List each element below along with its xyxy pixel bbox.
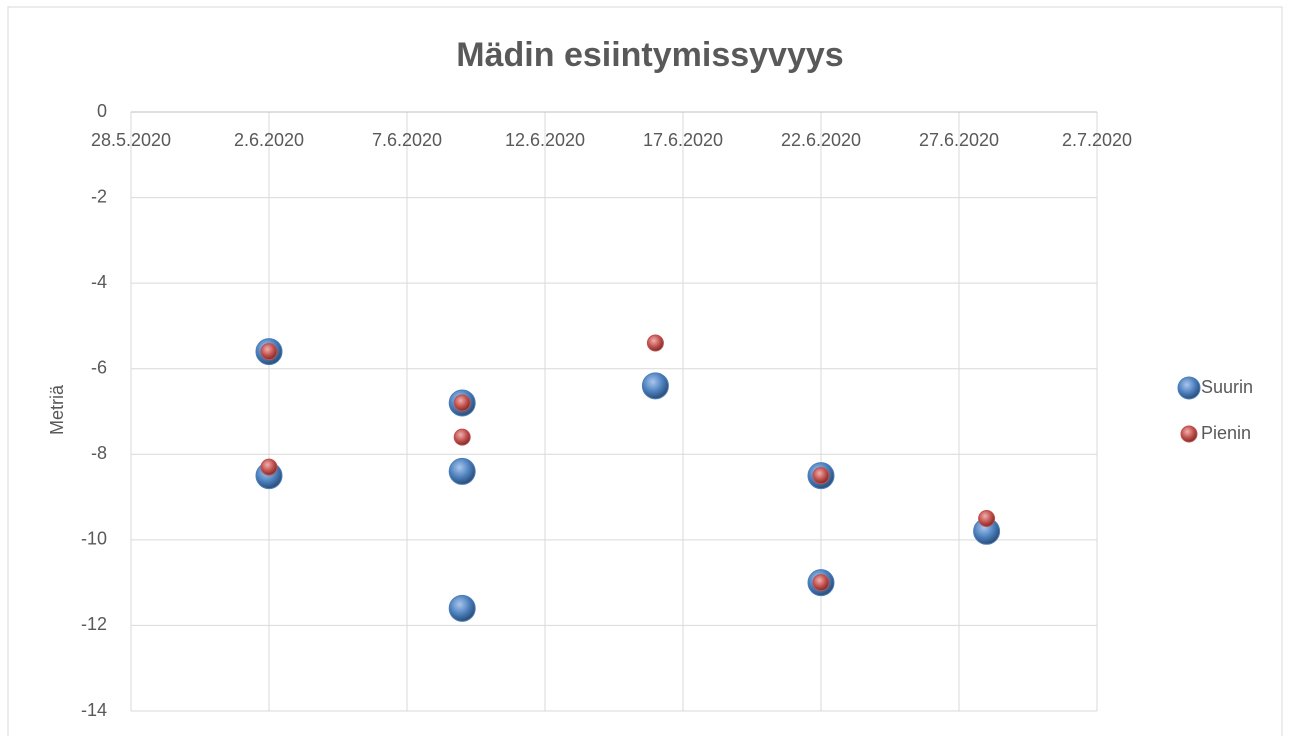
y-tick-label: -2	[91, 186, 107, 206]
x-tick-label: 12.6.2020	[505, 130, 585, 150]
bubble	[978, 509, 996, 527]
legend-label: Suurin	[1201, 377, 1253, 397]
bubble	[641, 372, 669, 400]
chart-title: Mädin esiintymissyvyys	[456, 36, 843, 74]
y-axis-label: Metriä	[47, 384, 67, 435]
legend-label: Pienin	[1201, 423, 1251, 443]
y-tick-label: -8	[91, 443, 107, 463]
x-tick-label: 17.6.2020	[643, 130, 723, 150]
bubble	[453, 394, 471, 412]
bubble	[812, 574, 830, 592]
y-tick-label: -6	[91, 357, 107, 377]
bubble	[812, 467, 830, 485]
legend-marker	[1177, 376, 1201, 400]
bubble	[448, 594, 476, 622]
y-tick-label: 0	[97, 101, 107, 121]
x-tick-label: 27.6.2020	[919, 130, 999, 150]
bubble	[646, 334, 664, 352]
x-tick-label: 7.6.2020	[372, 130, 442, 150]
y-tick-label: -10	[81, 529, 107, 549]
bubble	[453, 428, 471, 446]
bubble	[260, 458, 278, 476]
x-tick-label: 2.6.2020	[234, 130, 304, 150]
x-tick-label: 28.5.2020	[91, 130, 171, 150]
y-tick-label: -4	[91, 272, 107, 292]
legend-marker	[1180, 425, 1198, 443]
x-tick-label: 22.6.2020	[781, 130, 861, 150]
y-tick-label: -14	[81, 700, 107, 720]
y-tick-label: -12	[81, 614, 107, 634]
chart-border	[7, 6, 1283, 736]
bubble	[260, 343, 278, 361]
x-tick-label: 2.7.2020	[1062, 130, 1132, 150]
bubble	[448, 457, 476, 485]
